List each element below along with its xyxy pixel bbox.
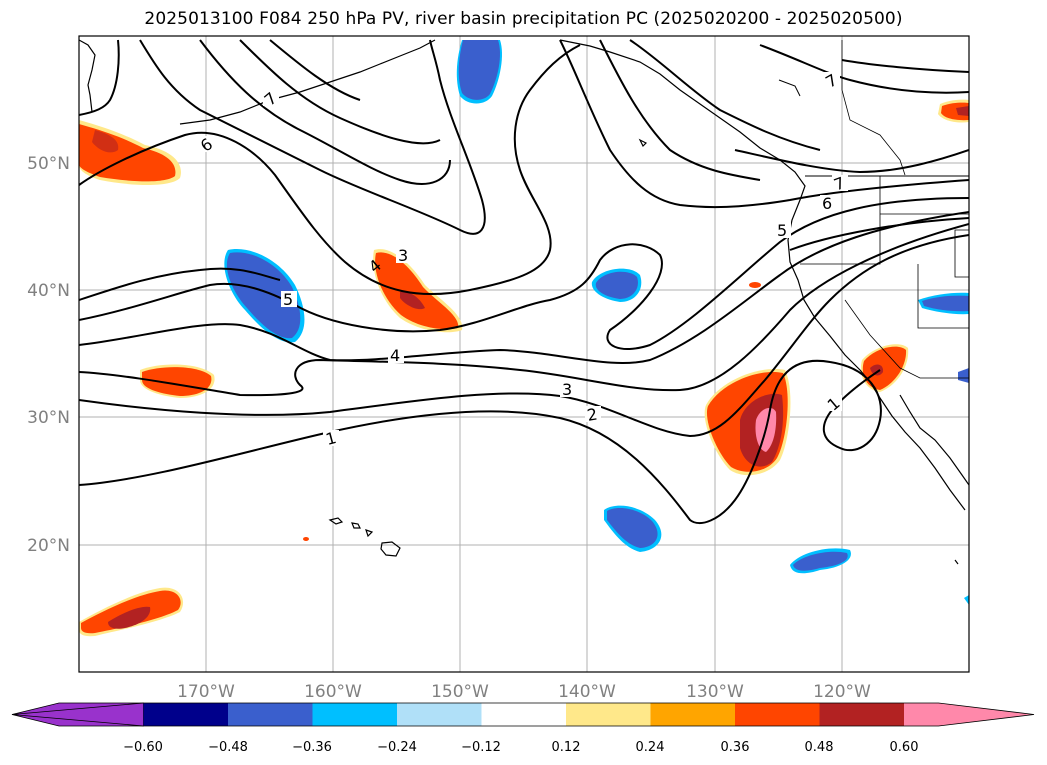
colorbar-segment (397, 703, 482, 726)
lon-label: 150°W (431, 682, 489, 702)
colorbar-tick-label: 0.24 (636, 740, 665, 755)
colorbar-tick-label: 0.48 (805, 740, 834, 755)
lat-label: 30°N (27, 408, 70, 428)
contour-label: 1 (324, 428, 339, 449)
contour-label: 5 (283, 290, 293, 309)
colorbar-segment (650, 703, 735, 726)
colorbar-tick-label: 0.12 (552, 740, 581, 755)
colorbar-tick-label: −0.36 (292, 740, 332, 755)
colorbar-tick-label: 0.36 (721, 740, 750, 755)
contour-label: 4 (390, 346, 400, 365)
colorbar (11, 702, 1035, 727)
lon-label: 160°W (304, 682, 362, 702)
coastlines (79, 39, 969, 565)
contour-label: 3 (398, 246, 408, 265)
colorbar-tick-labels: −0.60 −0.48 −0.36 −0.24 −0.12 0.12 0.24 … (123, 740, 918, 755)
lat-labels: 50°N 40°N 30°N 20°N (27, 154, 70, 556)
contour-label: 2 (586, 404, 599, 424)
contour-label: 3 (562, 380, 572, 399)
colorbar-segment (481, 703, 566, 726)
colorbar-segment (819, 703, 904, 726)
pv-contours (79, 39, 969, 525)
colorbar-tick-label: −0.48 (208, 740, 248, 755)
contour-label: 5 (777, 221, 787, 240)
colorbar-tick-label: −0.60 (123, 740, 163, 755)
colorbar-outline (11, 702, 1035, 727)
colorbar-segment (312, 703, 397, 726)
colorbar-segment (228, 703, 313, 726)
contour-label: 6 (822, 194, 832, 213)
colorbar-segment (735, 703, 820, 726)
colorbar-segment (904, 703, 1034, 726)
colorbar-segment (566, 703, 651, 726)
colorbar-tick-label: 0.60 (890, 740, 919, 755)
colorbar-tick-label: −0.24 (377, 740, 417, 755)
lat-label: 50°N (27, 154, 70, 174)
colorbar-segment (143, 703, 228, 726)
lon-label: 140°W (558, 682, 616, 702)
precip-blobs (79, 40, 969, 637)
colorbar-segment (11, 702, 144, 727)
lon-label: 120°W (813, 682, 871, 702)
lon-labels: 170°W 160°W 150°W 140°W 130°W 120°W (177, 682, 871, 702)
map-title: 2025013100 F084 250 hPa PV, river basin … (144, 9, 903, 29)
graticule (79, 36, 969, 672)
lon-label: 170°W (177, 682, 235, 702)
lat-label: 40°N (27, 281, 70, 301)
map-frame (78, 35, 970, 673)
lon-label: 130°W (686, 682, 744, 702)
lat-label: 20°N (27, 536, 70, 556)
colorbar-tick-label: −0.12 (461, 740, 501, 755)
